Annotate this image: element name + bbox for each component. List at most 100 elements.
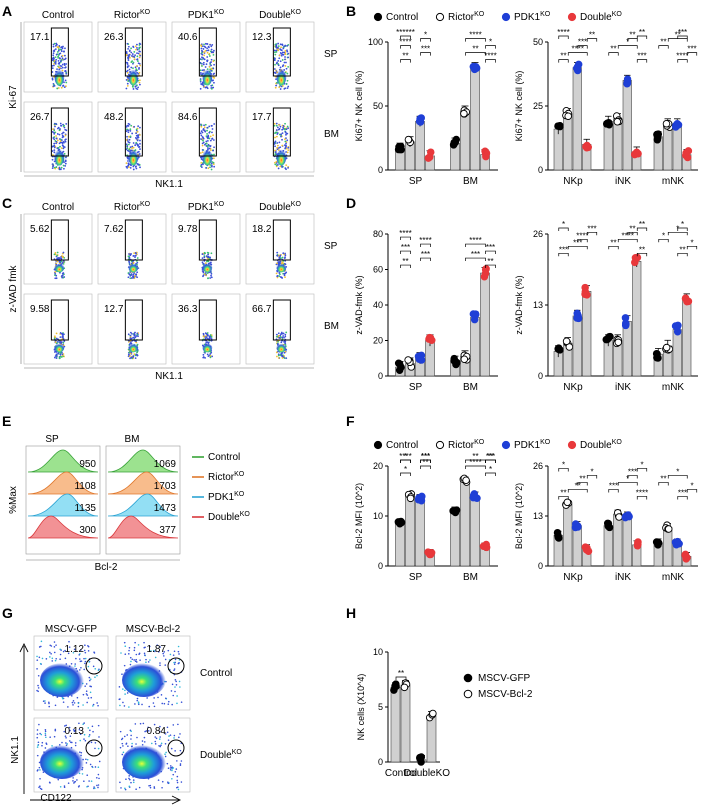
event-dot xyxy=(124,689,126,692)
data-point xyxy=(397,518,406,527)
event-dot xyxy=(125,54,128,57)
event-dot xyxy=(167,703,170,705)
event-dot xyxy=(278,336,281,339)
event-dot xyxy=(37,741,40,744)
event-dot xyxy=(144,730,146,733)
event-dot xyxy=(202,63,205,66)
event-dot xyxy=(128,255,130,258)
significance-stars: **** xyxy=(576,231,588,240)
event-dot xyxy=(63,86,66,89)
event-dot xyxy=(133,51,136,53)
event-dot xyxy=(284,140,287,143)
event-dot xyxy=(178,653,180,655)
event-dot xyxy=(136,699,139,702)
event-dot xyxy=(278,127,281,130)
event-dot xyxy=(153,723,156,726)
legend-label: RictorKO xyxy=(448,11,485,23)
event-dot xyxy=(59,336,62,339)
event-dot xyxy=(63,141,65,144)
significance-stars: **** xyxy=(622,231,634,240)
event-dot xyxy=(129,331,132,334)
event-dot xyxy=(131,132,134,135)
event-dot xyxy=(212,53,215,56)
event-dot xyxy=(206,144,209,147)
panel-letter-e: E xyxy=(2,413,11,429)
event-dot xyxy=(142,722,145,725)
event-dot xyxy=(283,45,286,48)
event-dot xyxy=(59,653,62,656)
data-point xyxy=(674,321,682,330)
event-dot xyxy=(59,786,62,788)
event-dot xyxy=(211,128,214,130)
y-axis-label: NK cells (X10^4) xyxy=(356,674,366,741)
event-dot xyxy=(53,42,56,45)
event-dot xyxy=(56,127,59,130)
event-dot xyxy=(51,660,54,662)
event-dot xyxy=(170,747,173,750)
significance-stars: **** xyxy=(572,45,584,54)
event-dot xyxy=(98,736,100,738)
flow-column-header: DoubleKO xyxy=(259,201,301,213)
event-dot xyxy=(125,148,128,151)
y-tick-label: 10 xyxy=(373,647,383,657)
event-dot xyxy=(63,81,65,84)
significance-stars: *** xyxy=(637,52,646,61)
event-dot xyxy=(134,723,137,725)
event-dot xyxy=(50,652,52,655)
event-dot xyxy=(41,741,44,744)
event-dot xyxy=(167,700,170,703)
significance-stars: * xyxy=(424,31,427,40)
event-dot xyxy=(53,122,56,125)
event-dot xyxy=(203,45,206,48)
event-dot xyxy=(87,665,90,668)
event-dot xyxy=(135,132,137,135)
event-dot xyxy=(78,658,81,660)
data-point xyxy=(556,346,564,354)
event-dot xyxy=(133,337,136,340)
event-dot xyxy=(133,333,136,335)
legend-marker xyxy=(463,689,473,699)
event-dot xyxy=(127,59,130,61)
event-dot xyxy=(125,778,127,781)
flow-row-label: DoubleKO xyxy=(200,749,242,761)
significance-bracket xyxy=(686,489,698,493)
event-dot xyxy=(203,54,206,57)
event-dot xyxy=(279,276,282,278)
event-dot xyxy=(54,167,57,170)
event-dot xyxy=(162,655,165,657)
event-dot xyxy=(79,733,82,736)
event-dot xyxy=(209,135,212,138)
event-dot xyxy=(58,357,61,360)
event-dot xyxy=(281,43,284,46)
significance-stars: ** xyxy=(660,38,666,47)
event-dot xyxy=(273,141,276,144)
data-point xyxy=(573,64,581,72)
event-dot xyxy=(38,766,41,769)
event-dot xyxy=(177,645,180,648)
event-dot xyxy=(169,653,172,656)
event-dot xyxy=(208,257,211,260)
event-dot xyxy=(284,65,287,67)
event-dot xyxy=(83,738,85,740)
event-dot xyxy=(202,335,205,338)
event-dot xyxy=(203,124,205,127)
arrow-head-y xyxy=(19,642,29,653)
event-dot xyxy=(149,786,152,789)
event-dot xyxy=(125,139,128,141)
bar xyxy=(663,527,673,567)
event-dot xyxy=(36,736,39,739)
event-dot xyxy=(201,149,204,151)
y-tick-label: 0 xyxy=(538,371,543,381)
event-dot xyxy=(56,696,59,698)
event-dot xyxy=(273,71,276,74)
gate-circle xyxy=(85,739,103,757)
event-dot xyxy=(164,733,167,735)
event-dot xyxy=(279,336,282,338)
gate-box xyxy=(272,219,291,261)
data-point xyxy=(562,337,571,346)
event-dot xyxy=(206,51,209,54)
data-point xyxy=(683,297,691,306)
event-dot xyxy=(159,646,161,648)
event-dot xyxy=(50,645,53,647)
event-dot xyxy=(44,732,47,735)
